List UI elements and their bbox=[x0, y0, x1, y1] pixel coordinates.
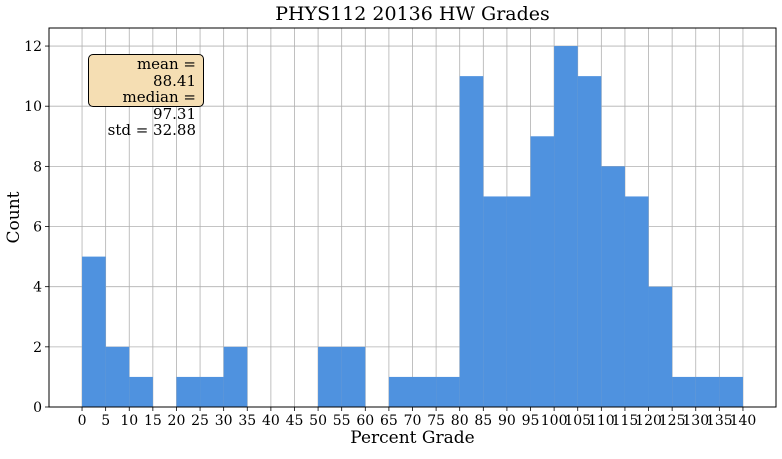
x-tick-label: 70 bbox=[404, 413, 422, 429]
x-tick-label: 20 bbox=[168, 413, 186, 429]
y-axis-label: Count bbox=[4, 191, 24, 243]
histogram-bar bbox=[223, 346, 248, 407]
stats-median: median = 97.31 bbox=[122, 88, 196, 123]
histogram-bar bbox=[82, 256, 106, 407]
histogram-bar bbox=[601, 166, 625, 407]
x-tick-label: 5 bbox=[101, 413, 110, 429]
y-tick-label: 4 bbox=[33, 280, 42, 296]
x-tick-label: 55 bbox=[333, 413, 351, 429]
x-tick-label: 30 bbox=[215, 413, 233, 429]
y-tick-label: 10 bbox=[24, 99, 42, 115]
x-tick-label: 80 bbox=[451, 413, 469, 429]
stats-mean: mean = 88.41 bbox=[136, 55, 196, 90]
x-tick-label: 60 bbox=[356, 413, 374, 429]
x-tick-label: 45 bbox=[286, 413, 304, 429]
y-tick-label: 8 bbox=[33, 159, 42, 175]
histogram-bar bbox=[105, 346, 130, 407]
stats-box: mean = 88.41 median = 97.31 std = 32.88 bbox=[88, 54, 204, 138]
x-tick-label: 0 bbox=[78, 413, 87, 429]
x-tick-label: 25 bbox=[191, 413, 209, 429]
histogram-bar bbox=[719, 376, 743, 407]
y-tick-label: 6 bbox=[33, 220, 42, 236]
x-tick-label: 100 bbox=[541, 413, 568, 429]
histogram-bar bbox=[176, 376, 201, 407]
x-tick-label: 95 bbox=[522, 413, 540, 429]
histogram-bar bbox=[554, 46, 578, 408]
histogram-bar bbox=[459, 76, 484, 407]
histogram-bar bbox=[530, 136, 555, 408]
x-tick-label: 85 bbox=[474, 413, 492, 429]
y-tick-label: 0 bbox=[33, 400, 42, 416]
x-tick-label: 90 bbox=[498, 413, 516, 429]
histogram-bar bbox=[341, 346, 366, 407]
histogram-bar bbox=[388, 376, 413, 407]
x-tick-label: 140 bbox=[730, 413, 757, 429]
histogram-bar bbox=[436, 376, 460, 407]
x-tick-label: 75 bbox=[427, 413, 445, 429]
x-tick-label: 115 bbox=[612, 413, 639, 429]
x-tick-label: 10 bbox=[120, 413, 138, 429]
x-tick-label: 120 bbox=[635, 413, 662, 429]
x-tick-label: 130 bbox=[682, 413, 709, 429]
histogram-bar bbox=[129, 376, 153, 407]
x-tick-label: 40 bbox=[262, 413, 280, 429]
x-tick-label: 50 bbox=[309, 413, 327, 429]
x-tick-label: 110 bbox=[588, 413, 615, 429]
y-tick-label: 2 bbox=[33, 340, 42, 356]
x-tick-label: 65 bbox=[380, 413, 398, 429]
x-tick-label: 125 bbox=[659, 413, 686, 429]
histogram-bar bbox=[624, 196, 649, 407]
histogram-bar bbox=[506, 196, 531, 407]
x-axis-label: Percent Grade bbox=[350, 428, 474, 448]
histogram-bar bbox=[318, 346, 342, 407]
stats-std: std = 32.88 bbox=[107, 121, 196, 139]
x-tick-label: 15 bbox=[144, 413, 162, 429]
x-tick-label: 105 bbox=[564, 413, 591, 429]
histogram-bar bbox=[648, 286, 673, 407]
x-tick-label: 135 bbox=[706, 413, 733, 429]
histogram-bar bbox=[672, 376, 696, 407]
histogram-bar bbox=[412, 376, 437, 407]
histogram-bar bbox=[483, 196, 507, 407]
chart-title: PHYS112 20136 HW Grades bbox=[275, 3, 550, 25]
histogram-bar bbox=[695, 376, 720, 407]
histogram-bar bbox=[200, 376, 224, 407]
x-tick-label: 35 bbox=[238, 413, 256, 429]
y-tick-label: 12 bbox=[24, 39, 42, 55]
histogram-bar bbox=[577, 76, 602, 407]
